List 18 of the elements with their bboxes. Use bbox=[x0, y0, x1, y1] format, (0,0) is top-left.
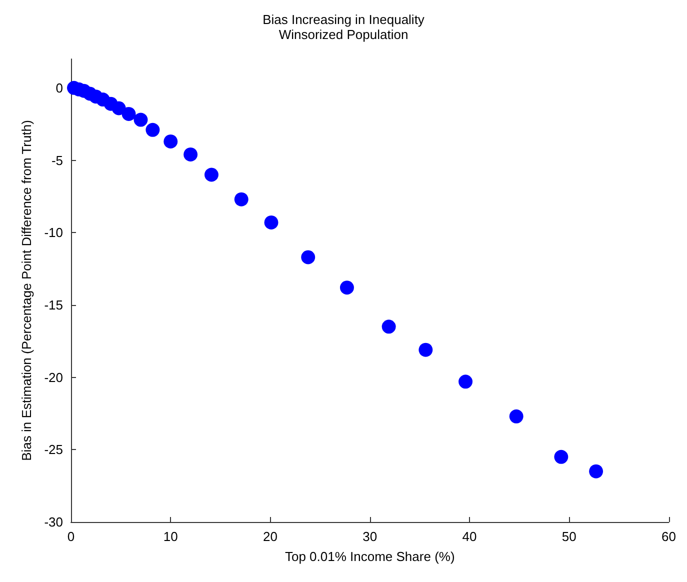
y-tick-label: -15 bbox=[44, 297, 63, 312]
chart-subtitle: Winsorized Population bbox=[278, 27, 408, 42]
x-tick-label: 10 bbox=[163, 529, 178, 544]
y-tick-label: 0 bbox=[56, 80, 63, 96]
x-tick-label: 20 bbox=[263, 529, 278, 544]
chart-title: Bias Increasing in Inequality bbox=[262, 12, 425, 27]
x-tick-label: 50 bbox=[562, 529, 576, 544]
y-tick-label: -30 bbox=[44, 514, 63, 530]
y-tick-label: -5 bbox=[51, 152, 63, 168]
y-tick-label: -25 bbox=[44, 442, 63, 458]
y-tick-label: -20 bbox=[44, 370, 63, 385]
x-axis-title: Top 0.01% Income Share (%) bbox=[284, 549, 455, 564]
y-tick-label: -10 bbox=[44, 225, 63, 240]
x-tick-label: 40 bbox=[462, 529, 477, 544]
x-tick-label: 30 bbox=[362, 529, 378, 544]
x-tick-label: 60 bbox=[662, 529, 676, 544]
x-tick-label: 0 bbox=[67, 529, 75, 544]
y-axis-title: Bias in Estimation (Percentage Point Difference from Truth) bbox=[19, 120, 34, 461]
